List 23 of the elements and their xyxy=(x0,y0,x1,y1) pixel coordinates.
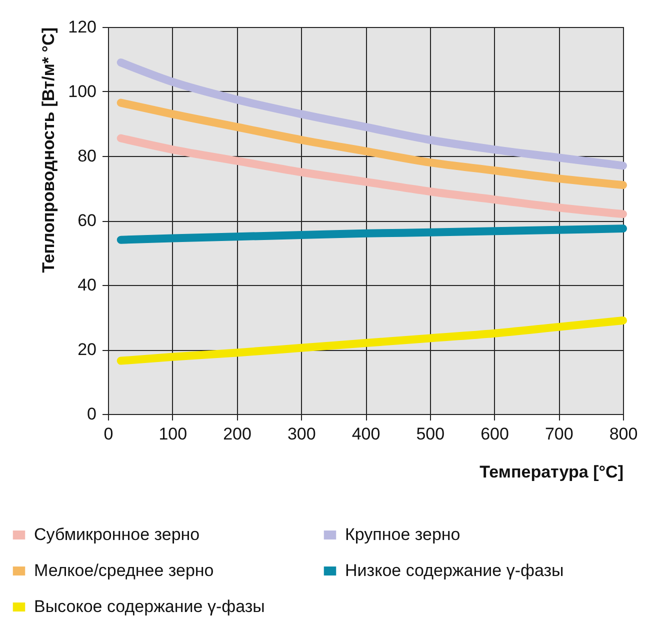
x-tick-label: 200 xyxy=(223,424,252,444)
x-tick-label: 0 xyxy=(104,424,114,444)
x-tick-label: 100 xyxy=(158,424,188,444)
x-tick-label: 300 xyxy=(287,424,316,444)
legend-label: Низкое содержание γ-фазы xyxy=(345,561,564,580)
y-tick-label: 80 xyxy=(78,146,96,166)
legend-label: Крупное зерно xyxy=(345,525,460,544)
x-tick-label: 500 xyxy=(416,424,445,444)
x-tick-label: 800 xyxy=(609,424,638,444)
legend-label: Мелкое/среднее зерно xyxy=(34,561,214,580)
y-tick-label: 20 xyxy=(78,340,96,359)
y-tick-label: 40 xyxy=(78,276,96,294)
y-tick-label: 100 xyxy=(68,82,96,101)
x-tick-label: 400 xyxy=(352,424,380,444)
legend-label: Субмикронное зерно xyxy=(34,525,200,544)
y-tick-label: 0 xyxy=(87,404,96,424)
legend-label: Высокое содержание γ-фазы xyxy=(34,597,265,616)
y-tick-label: 60 xyxy=(78,211,96,230)
y-axis-title: Теплопроводность [Вт/м* °C] xyxy=(39,28,58,273)
x-tick-label: 600 xyxy=(480,424,509,444)
x-tick-label: 700 xyxy=(544,424,574,444)
x-axis-title: Температура [°C] xyxy=(480,462,624,482)
y-tick-label: 120 xyxy=(68,18,96,36)
